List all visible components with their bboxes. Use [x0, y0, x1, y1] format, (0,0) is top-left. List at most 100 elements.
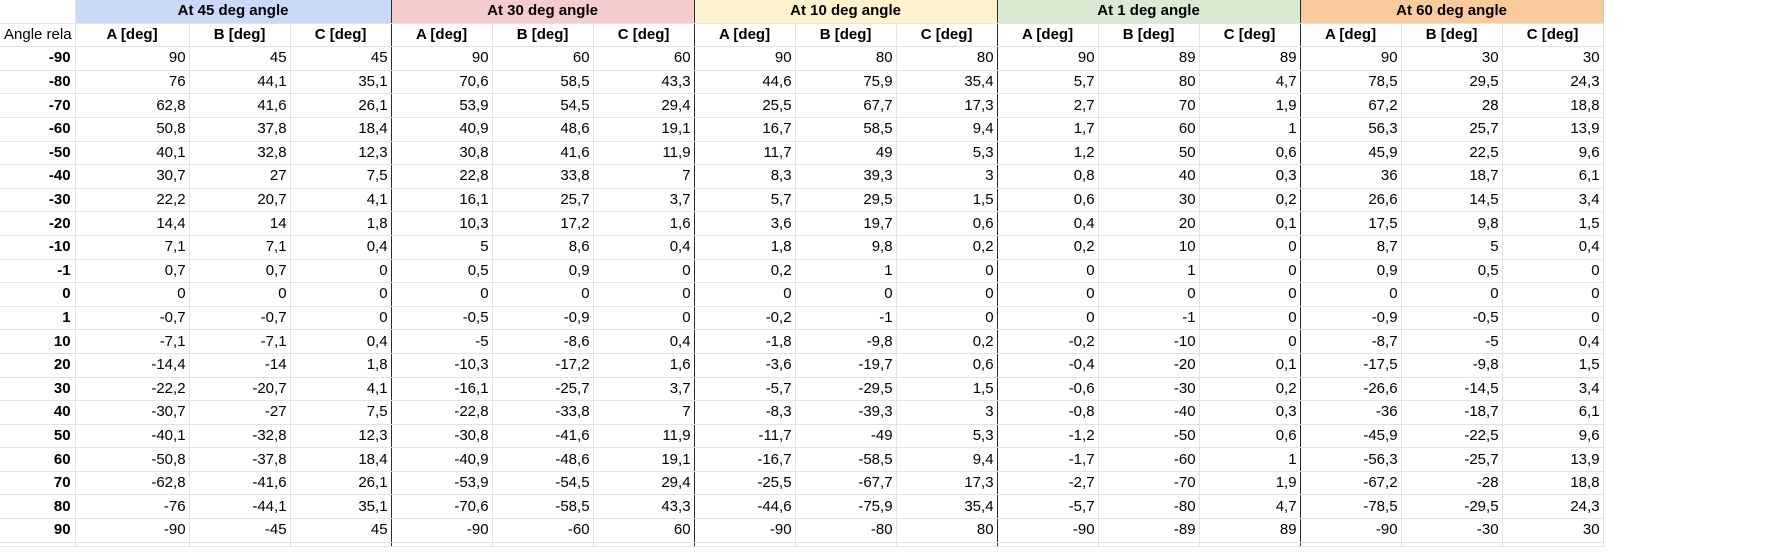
value-cell[interactable]: 20,7: [189, 188, 291, 213]
value-cell[interactable]: -80: [1098, 494, 1200, 520]
value-cell[interactable]: -44,6: [694, 494, 796, 520]
value-cell[interactable]: -41,6: [189, 471, 291, 496]
value-cell[interactable]: 12,3: [290, 424, 392, 449]
value-cell[interactable]: -60: [1098, 447, 1200, 472]
value-cell[interactable]: -1,8: [694, 329, 796, 354]
angle-cell[interactable]: 60: [0, 447, 76, 472]
value-cell[interactable]: 7,1: [75, 235, 190, 260]
column-header[interactable]: A [deg]: [997, 23, 1099, 48]
value-cell[interactable]: 1,5: [1502, 353, 1604, 378]
value-cell[interactable]: 16,7: [694, 117, 796, 142]
value-cell[interactable]: 7,5: [290, 164, 392, 189]
value-cell[interactable]: -54,5: [492, 471, 594, 496]
value-cell[interactable]: 18,8: [1502, 93, 1604, 118]
value-cell[interactable]: 35,4: [896, 70, 998, 95]
value-cell[interactable]: 9,4: [896, 447, 998, 472]
value-cell[interactable]: 0,3: [1199, 164, 1301, 189]
value-cell[interactable]: 4,7: [1199, 70, 1301, 95]
value-cell[interactable]: -44,1: [189, 494, 291, 520]
value-cell[interactable]: -32,8: [189, 424, 291, 449]
value-cell[interactable]: 1,5: [896, 377, 998, 402]
column-header[interactable]: C [deg]: [290, 23, 392, 48]
value-cell[interactable]: -45: [189, 518, 291, 543]
value-cell[interactable]: -7,1: [189, 329, 291, 354]
value-cell[interactable]: 9,6: [1502, 141, 1604, 166]
value-cell[interactable]: -8,7: [1300, 329, 1402, 354]
value-cell[interactable]: 4,7: [1199, 494, 1301, 520]
value-cell[interactable]: 3,4: [1502, 188, 1604, 213]
value-cell[interactable]: -0,9: [1300, 306, 1402, 331]
value-cell[interactable]: 18,7: [1401, 164, 1503, 189]
value-cell[interactable]: 0: [1502, 306, 1604, 331]
value-cell[interactable]: 90: [997, 46, 1099, 71]
value-cell[interactable]: 1,6: [593, 353, 695, 378]
value-cell[interactable]: -22,2: [75, 377, 190, 402]
value-cell[interactable]: 17,5: [1300, 211, 1402, 236]
value-cell[interactable]: 25,7: [492, 188, 594, 213]
value-cell[interactable]: -22,8: [391, 400, 493, 425]
value-cell[interactable]: -36: [1300, 400, 1402, 425]
value-cell[interactable]: 89: [1098, 46, 1200, 71]
value-cell[interactable]: -0,8: [997, 400, 1099, 425]
column-header[interactable]: A [deg]: [391, 23, 493, 48]
value-cell[interactable]: 54,5: [492, 93, 594, 118]
value-cell[interactable]: 44,1: [189, 70, 291, 95]
corner-cell[interactable]: [0, 0, 76, 24]
value-cell[interactable]: -2,7: [997, 471, 1099, 496]
value-cell[interactable]: 8,7: [1300, 235, 1402, 260]
value-cell[interactable]: 50: [1098, 141, 1200, 166]
column-header[interactable]: C [deg]: [1199, 23, 1301, 48]
value-cell[interactable]: 19,1: [593, 117, 695, 142]
value-cell[interactable]: 0: [1401, 282, 1503, 307]
value-cell[interactable]: 14,5: [1401, 188, 1503, 213]
value-cell[interactable]: 0,6: [896, 353, 998, 378]
value-cell[interactable]: 0,2: [997, 235, 1099, 260]
value-cell[interactable]: 7,1: [189, 235, 291, 260]
value-cell[interactable]: 12,3: [290, 141, 392, 166]
empty-cell[interactable]: [795, 542, 897, 547]
value-cell[interactable]: 0: [290, 282, 392, 307]
value-cell[interactable]: 26,1: [290, 93, 392, 118]
value-cell[interactable]: -17,5: [1300, 353, 1402, 378]
value-cell[interactable]: -1: [795, 306, 897, 331]
angle-cell[interactable]: -70: [0, 93, 76, 118]
value-cell[interactable]: 14: [189, 211, 291, 236]
value-cell[interactable]: 29,4: [593, 471, 695, 496]
value-cell[interactable]: -70,6: [391, 494, 493, 520]
value-cell[interactable]: -26,6: [1300, 377, 1402, 402]
value-cell[interactable]: -50: [1098, 424, 1200, 449]
value-cell[interactable]: 0,6: [1199, 424, 1301, 449]
angle-cell[interactable]: -10: [0, 235, 76, 260]
value-cell[interactable]: 5,3: [896, 424, 998, 449]
value-cell[interactable]: 0: [1199, 259, 1301, 284]
value-cell[interactable]: 0,4: [997, 211, 1099, 236]
empty-cell[interactable]: [694, 542, 796, 547]
value-cell[interactable]: 0: [896, 259, 998, 284]
value-cell[interactable]: 36: [1300, 164, 1402, 189]
value-cell[interactable]: 0: [189, 282, 291, 307]
value-cell[interactable]: 1,7: [997, 117, 1099, 142]
value-cell[interactable]: 60: [593, 518, 695, 543]
value-cell[interactable]: 1: [1098, 259, 1200, 284]
value-cell[interactable]: 0: [290, 259, 392, 284]
value-cell[interactable]: 62,8: [75, 93, 190, 118]
value-cell[interactable]: -30,8: [391, 424, 493, 449]
value-cell[interactable]: 29,4: [593, 93, 695, 118]
value-cell[interactable]: -70: [1098, 471, 1200, 496]
value-cell[interactable]: -7,1: [75, 329, 190, 354]
value-cell[interactable]: 0,2: [896, 235, 998, 260]
value-cell[interactable]: 29,5: [795, 188, 897, 213]
value-cell[interactable]: 76: [75, 70, 190, 95]
value-cell[interactable]: -8,6: [492, 329, 594, 354]
value-cell[interactable]: 1: [1199, 447, 1301, 472]
value-cell[interactable]: 0: [1199, 306, 1301, 331]
value-cell[interactable]: 80: [1098, 70, 1200, 95]
empty-cell[interactable]: [1401, 542, 1503, 547]
angle-cell[interactable]: 70: [0, 471, 76, 496]
angle-column-header[interactable]: Angle rela: [0, 23, 76, 48]
value-cell[interactable]: -50,8: [75, 447, 190, 472]
value-cell[interactable]: 50,8: [75, 117, 190, 142]
value-cell[interactable]: 24,3: [1502, 70, 1604, 95]
value-cell[interactable]: 0: [896, 306, 998, 331]
value-cell[interactable]: 9,6: [1502, 424, 1604, 449]
